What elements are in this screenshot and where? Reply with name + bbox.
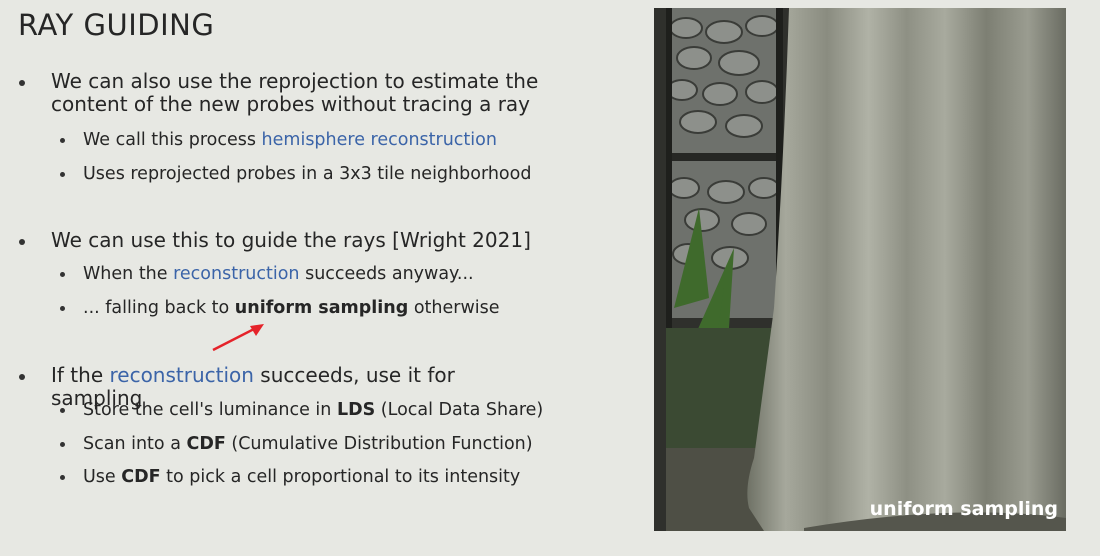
text-run: (Local Data Share) (375, 400, 544, 420)
text-run: If the (51, 363, 110, 387)
bullet-dot (19, 239, 25, 245)
sub-bullet-dot (60, 475, 65, 480)
red-arrow (212, 325, 259, 352)
text-run: Scan into a (83, 433, 187, 454)
text-run: reconstruction (109, 363, 254, 387)
text-run: We can also use the reprojection to esti… (51, 69, 539, 116)
text-run: reconstruction (173, 264, 300, 284)
sub-bullet-text: Scan into a CDF (Cumulative Distribution… (83, 433, 603, 455)
sub-bullet-text: Store the cell's luminance in LDS (Local… (83, 399, 603, 421)
text-run: to pick a cell proportional to its inten… (160, 467, 521, 487)
text-run: Use (83, 467, 122, 487)
render-image: uniform sampling (654, 8, 1066, 531)
text-run: succeeds anyway... (299, 264, 474, 284)
text-run: Uses reprojected probes in a 3x3 tile ne… (83, 163, 532, 184)
text-run: We can use this to guide the rays [Wrigh… (51, 228, 531, 252)
sub-bullet-text: When the reconstruction succeeds anyway.… (83, 263, 603, 285)
sub-bullet-dot (60, 441, 65, 447)
bullet-dot (19, 80, 25, 86)
text-run: LDS (336, 400, 376, 420)
bullet-text: If the reconstruction succeeds, use it f… (51, 364, 551, 410)
sub-bullet-text: Use CDF to pick a cell proportional to i… (83, 466, 603, 488)
text-run: hemisphere reconstruction (261, 130, 497, 150)
text-run: CDF (121, 467, 161, 487)
sub-bullet-text: Uses reprojected probes in a 3x3 tile ne… (83, 163, 603, 185)
sub-bullet-text: ... falling back to uniform sampling oth… (83, 297, 603, 319)
sub-bullet-dot (60, 272, 65, 277)
sub-bullet-dot (60, 305, 65, 311)
text-run: When the (83, 264, 174, 284)
text-run: (Cumulative Distribution Function) (225, 433, 533, 454)
sub-bullet-text: We call this process hemisphere reconstr… (83, 129, 603, 151)
text-run: uniform sampling (234, 297, 409, 318)
text-run: otherwise (408, 297, 500, 318)
image-caption: uniform sampling (870, 498, 1058, 520)
bullet-text: We can also use the reprojection to esti… (51, 70, 551, 116)
arrow-head (250, 324, 264, 336)
bullet-dot (19, 374, 25, 380)
text-run: CDF (186, 433, 226, 454)
text-run: Store the cell's luminance in (83, 400, 337, 420)
sub-bullet-dot (60, 138, 65, 143)
slide-title: RAY GUIDING (18, 8, 215, 42)
text-run: succeeds, use it for sampling (51, 363, 455, 410)
sub-bullet-dot (60, 408, 65, 413)
bullet-text: We can use this to guide the rays [Wrigh… (51, 229, 551, 252)
text-run: ... falling back to (83, 297, 235, 318)
text-run: We call this process (83, 130, 262, 150)
sub-bullet-dot (60, 171, 65, 177)
